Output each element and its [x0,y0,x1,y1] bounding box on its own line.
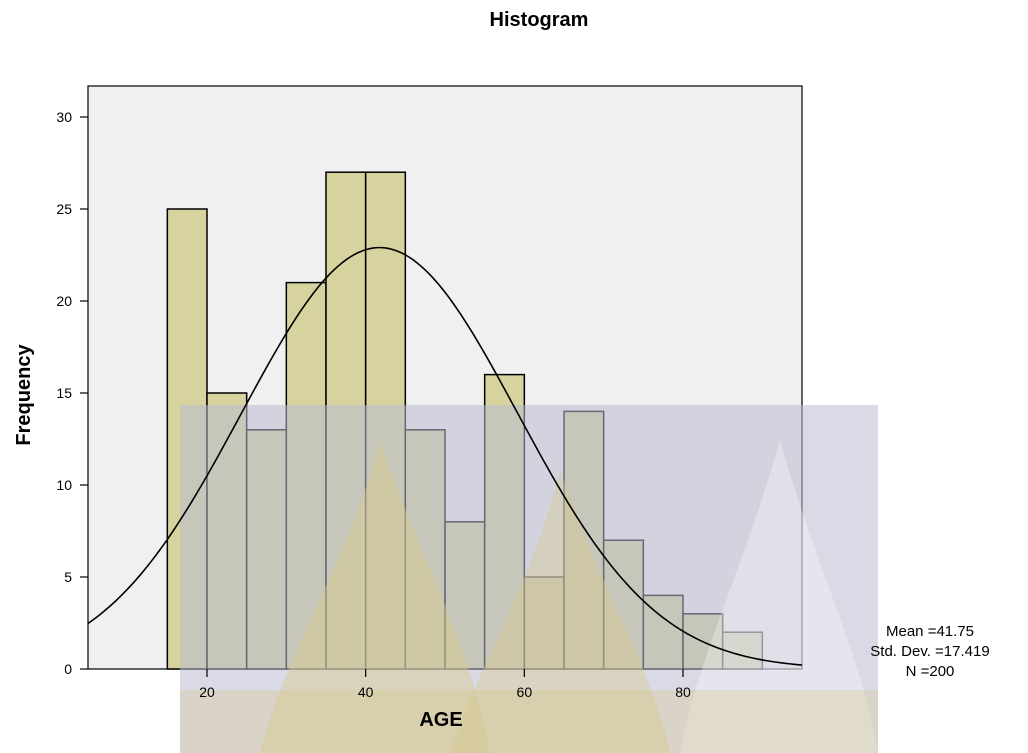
watermark-panel [180,405,878,753]
watermark-leaf-right [680,440,878,753]
x-axis-title: AGE [419,709,462,731]
x-axis: 20 40 60 80 [199,669,691,700]
y-tick-label: 15 [56,385,72,401]
x-tick-label: 80 [675,684,691,700]
y-tick-label: 5 [64,569,72,585]
normal-curve [87,246,803,666]
y-tick-label: 30 [56,109,72,125]
x-tick-label: 20 [199,684,215,700]
stat-mean: Mean =41.75 [886,623,974,640]
y-tick-label: 20 [56,293,72,309]
y-tick-label: 25 [56,201,72,217]
x-tick-label: 40 [358,684,374,700]
y-axis: 0 5 10 15 20 25 30 [56,109,88,677]
y-tick-label: 0 [64,661,72,677]
watermark-band [180,690,878,753]
x-tick-label: 60 [517,684,533,700]
stat-std-dev: Std. Dev. =17.419 [870,643,989,660]
watermark [180,405,878,753]
chart-title: Histogram [490,9,589,31]
stat-n: N =200 [906,663,955,680]
watermark-leaf-left [260,440,490,753]
y-axis-title: Frequency [13,344,35,446]
y-tick-label: 10 [56,477,72,493]
watermark-leaf-center [450,470,670,753]
